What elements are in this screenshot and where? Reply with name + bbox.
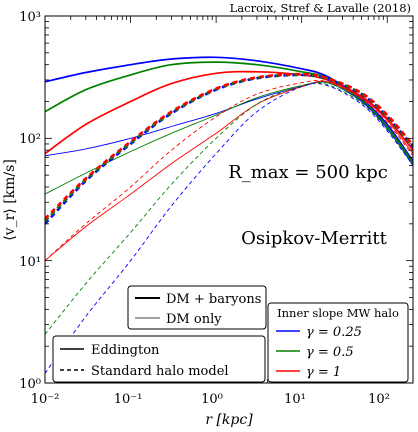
series-eddington-dm-baryons-gamma-0p25 [45,56,413,162]
legend-method-entry-1: Standard halo model [91,364,229,379]
x-axis-label: r [kpc] [205,412,253,428]
x-tick-label-3: 10¹ [284,392,306,407]
x-tick-label-4: 10² [368,392,390,407]
legend-mass-entry-0: DM + baryons [166,292,261,307]
series-eddington-dm-only-gamma-0p25 [45,81,413,166]
series-eddington-dm-only-gamma-0p5 [45,81,413,195]
legend-method-entry-0: Eddington [91,343,160,358]
rmax-annotation: R_max = 500 kpc [228,162,388,183]
legend-slope-entry-2: γ = 1 [306,365,341,380]
x-tick-label-1: 10⁻¹ [114,392,143,407]
y-tick-label-0: 10⁰ [19,377,41,392]
legend-slope-title: Inner slope MW halo [277,306,399,320]
legend-mass-box [127,285,267,330]
series-shm-dm-only-gamma-0p25 [45,82,413,374]
legend-mass-entry-1: DM only [166,312,222,327]
series-eddington-dm-baryons-gamma-1 [45,70,413,155]
series-eddington-dm-baryons-gamma-0p5 [45,61,413,164]
x-tick-label-2: 10⁰ [201,392,223,407]
legend-slope-box [267,302,409,383]
y-tick-label-1: 10¹ [19,255,41,270]
legend-slope-entry-0: γ = 0.25 [306,325,362,340]
y-tick-label-2: 10² [19,132,41,147]
plot-frame [44,15,414,384]
series-eddington-dm-only-gamma-1 [45,80,413,262]
legend-mass: DM + baryons DM only [127,285,267,330]
legend-slope: Inner slope MW halo γ = 0.25 γ = 0.5 γ =… [267,302,409,383]
credit-text: Lacroix, Stref & Lavalle (2018) [230,1,411,15]
series-shm-dm-only-gamma-0p5 [45,82,413,335]
series-curves [45,56,413,374]
legend-slope-entry-1: γ = 0.5 [306,345,354,360]
x-tick-label-0: 10⁻² [31,392,60,407]
y-tick-label-3: 10³ [19,10,41,25]
legend-method: Eddington Standard halo model [52,335,266,383]
legend-method-box [52,335,266,383]
series-shm-dm-baryons-gamma-0p5 [45,73,413,223]
model-annotation: Osipkov-Merritt [241,228,388,249]
y-axis-label: ⟨v_r⟩ [km/s] [2,159,18,241]
